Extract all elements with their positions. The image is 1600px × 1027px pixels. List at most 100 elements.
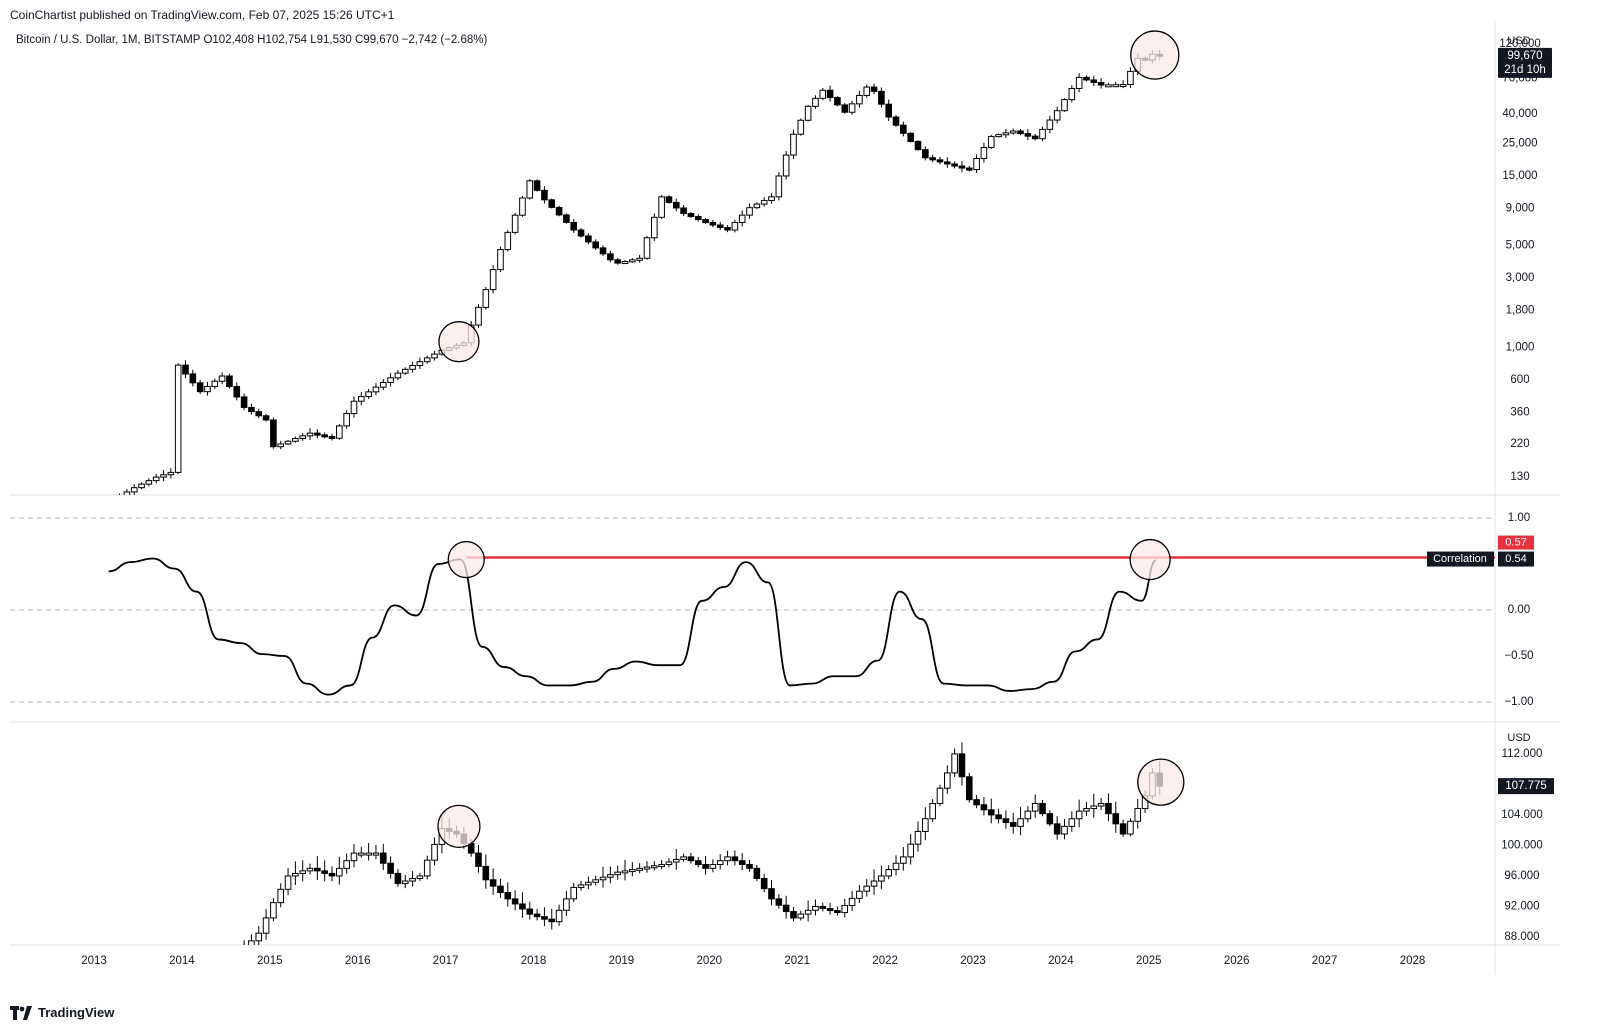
- lower-candle[interactable]: [489, 868, 497, 895]
- lower-candle[interactable]: [599, 866, 607, 888]
- lower-candle[interactable]: [863, 879, 871, 897]
- price-candle[interactable]: [431, 350, 438, 361]
- price-candle[interactable]: [753, 202, 761, 210]
- lower-candle[interactable]: [629, 862, 636, 877]
- lower-candle[interactable]: [1112, 801, 1120, 833]
- price-candle[interactable]: [1024, 128, 1032, 141]
- price-candle[interactable]: [138, 482, 145, 490]
- lower-candle[interactable]: [995, 808, 1002, 824]
- lower-candle[interactable]: [262, 909, 270, 940]
- lower-candle[interactable]: [680, 853, 687, 862]
- price-candle[interactable]: [130, 484, 138, 495]
- price-highlight-circle[interactable]: [438, 321, 480, 363]
- price-candle[interactable]: [592, 239, 600, 250]
- price-candle[interactable]: [951, 161, 958, 169]
- price-candle[interactable]: [1090, 75, 1098, 87]
- price-candle[interactable]: [314, 429, 321, 439]
- price-candle[interactable]: [1061, 98, 1068, 112]
- lower-candle[interactable]: [592, 875, 600, 886]
- lower-candle[interactable]: [607, 866, 614, 884]
- price-candle[interactable]: [907, 131, 914, 143]
- price-candle[interactable]: [848, 100, 856, 115]
- price-candle[interactable]: [533, 179, 541, 192]
- lower-candle[interactable]: [929, 799, 936, 823]
- lower-candle[interactable]: [694, 856, 702, 868]
- price-candle[interactable]: [372, 383, 380, 396]
- price-candle[interactable]: [379, 379, 387, 391]
- lower-candle[interactable]: [958, 742, 966, 786]
- lower-candle[interactable]: [907, 833, 914, 865]
- price-candle[interactable]: [856, 90, 863, 108]
- price-candle[interactable]: [1068, 85, 1076, 103]
- lower-candle[interactable]: [753, 865, 761, 881]
- lower-candle[interactable]: [1127, 818, 1134, 837]
- lower-candle[interactable]: [248, 934, 255, 953]
- price-candle[interactable]: [196, 379, 204, 395]
- price-candle[interactable]: [995, 133, 1002, 138]
- lower-candle[interactable]: [1031, 794, 1039, 818]
- lower-candle[interactable]: [409, 870, 416, 887]
- lower-candle[interactable]: [292, 861, 299, 885]
- price-candle[interactable]: [1097, 78, 1105, 89]
- price-candle[interactable]: [511, 212, 519, 235]
- price-candle[interactable]: [738, 210, 746, 227]
- lower-candle[interactable]: [1053, 816, 1061, 840]
- price-candle[interactable]: [123, 488, 131, 499]
- lower-candle[interactable]: [1061, 819, 1068, 840]
- lower-candle[interactable]: [1039, 799, 1046, 817]
- price-candle[interactable]: [826, 85, 834, 102]
- price-candle[interactable]: [834, 96, 841, 107]
- lower-candle[interactable]: [1134, 798, 1142, 829]
- correlation-highlight-circle[interactable]: [447, 540, 485, 579]
- price-candle[interactable]: [585, 233, 592, 245]
- price-candle[interactable]: [863, 84, 871, 98]
- lower-candle[interactable]: [387, 856, 394, 879]
- price-candle[interactable]: [1031, 133, 1039, 141]
- price-candle[interactable]: [658, 194, 665, 219]
- price-candle[interactable]: [804, 104, 812, 122]
- price-candle[interactable]: [240, 393, 248, 411]
- lower-highlight-circle[interactable]: [437, 804, 481, 849]
- price-candle[interactable]: [1119, 80, 1127, 89]
- price-candle[interactable]: [973, 154, 980, 174]
- lower-candle[interactable]: [826, 902, 834, 915]
- price-candles[interactable]: [109, 49, 1164, 503]
- lower-candle[interactable]: [350, 844, 358, 868]
- lower-candle[interactable]: [760, 873, 768, 893]
- lower-candle[interactable]: [643, 861, 651, 873]
- price-candle[interactable]: [643, 235, 651, 260]
- price-candle[interactable]: [145, 478, 153, 487]
- price-candle[interactable]: [775, 171, 783, 201]
- lower-candle[interactable]: [277, 883, 285, 908]
- price-candle[interactable]: [782, 151, 790, 180]
- price-candle[interactable]: [365, 388, 372, 400]
- lower-candle[interactable]: [519, 892, 526, 918]
- lower-candle[interactable]: [987, 798, 995, 824]
- lower-candle[interactable]: [746, 859, 753, 872]
- price-candle[interactable]: [900, 121, 907, 137]
- lower-candle[interactable]: [394, 869, 402, 887]
- lower-candle[interactable]: [321, 860, 328, 882]
- price-candle[interactable]: [489, 265, 497, 294]
- price-candle[interactable]: [892, 115, 900, 127]
- lower-candle[interactable]: [965, 772, 973, 803]
- lower-candle[interactable]: [834, 906, 841, 916]
- lower-candle[interactable]: [401, 874, 409, 889]
- lower-candle[interactable]: [804, 900, 812, 922]
- correlation-line[interactable]: [108, 557, 1157, 696]
- lower-candles[interactable]: [241, 742, 1164, 954]
- price-candle[interactable]: [607, 250, 614, 263]
- lower-candle[interactable]: [951, 748, 958, 778]
- lower-candle[interactable]: [284, 867, 292, 896]
- lower-candle[interactable]: [431, 837, 438, 866]
- price-candle[interactable]: [702, 217, 709, 224]
- price-candle[interactable]: [570, 219, 578, 233]
- price-candle[interactable]: [343, 410, 350, 429]
- lower-candle[interactable]: [1046, 810, 1054, 827]
- lower-candle[interactable]: [885, 865, 893, 880]
- price-candle[interactable]: [1002, 128, 1010, 138]
- price-candle[interactable]: [914, 140, 922, 151]
- lower-candle[interactable]: [1024, 806, 1032, 823]
- lower-candle[interactable]: [570, 883, 578, 903]
- price-candle[interactable]: [878, 87, 885, 108]
